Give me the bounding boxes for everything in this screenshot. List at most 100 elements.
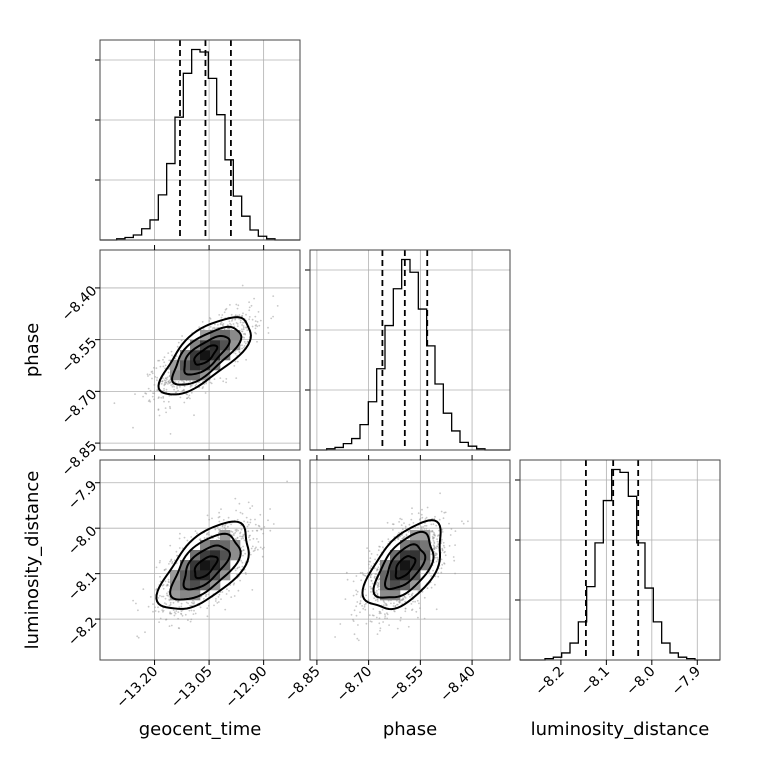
sample-point — [222, 324, 224, 327]
sample-point — [245, 326, 248, 329]
sample-point — [190, 536, 193, 538]
sample-point — [158, 621, 161, 623]
density-cell — [400, 550, 411, 561]
sample-point — [467, 520, 469, 523]
sample-point — [190, 618, 193, 621]
sample-point — [163, 383, 166, 386]
sample-point — [233, 532, 235, 535]
sample-point — [432, 569, 434, 572]
sample-point — [432, 523, 435, 526]
sample-point — [426, 587, 429, 590]
scatter-panel-geocent_time-phase — [99, 249, 301, 451]
sample-point — [376, 598, 379, 600]
density-cell — [400, 560, 411, 571]
sample-point — [149, 389, 152, 392]
sample-point — [426, 506, 429, 509]
density-cell — [180, 590, 191, 601]
sample-point — [205, 382, 208, 385]
sample-point — [153, 366, 155, 369]
density-cell — [230, 550, 241, 561]
sample-point — [243, 539, 246, 542]
sample-point — [193, 601, 196, 603]
sample-point — [235, 322, 238, 324]
y-tick-label-phase-1: −8.70 — [59, 386, 101, 428]
sample-point — [409, 595, 411, 598]
sample-point — [221, 314, 224, 316]
sample-point — [238, 318, 241, 320]
sample-point — [364, 575, 367, 577]
sample-point — [188, 609, 191, 612]
sample-point — [450, 528, 453, 530]
sample-point — [256, 320, 259, 323]
sample-point — [229, 322, 232, 325]
sample-point — [162, 365, 165, 368]
sample-point — [149, 400, 152, 403]
sample-point — [421, 516, 424, 519]
sample-point — [339, 623, 342, 625]
sample-point — [412, 600, 414, 603]
sample-point — [434, 554, 437, 556]
sample-point — [374, 573, 377, 575]
sample-point — [444, 554, 447, 557]
sample-point — [443, 511, 446, 514]
sample-point — [392, 605, 395, 607]
density-cell — [170, 590, 181, 601]
sample-point — [177, 389, 180, 392]
sample-point — [286, 480, 288, 483]
sample-point — [247, 523, 250, 526]
sample-point — [162, 587, 165, 590]
sample-point — [221, 525, 224, 528]
sample-point — [242, 554, 244, 557]
sample-point — [239, 319, 242, 322]
sample-point — [401, 537, 404, 540]
sample-point — [155, 367, 158, 370]
sample-point — [158, 359, 161, 362]
sample-point — [206, 532, 209, 535]
sample-point — [228, 320, 231, 323]
contour-level-1 — [182, 544, 232, 591]
sample-point — [386, 613, 389, 616]
histogram-step-phase — [310, 258, 510, 451]
sample-point — [359, 602, 362, 605]
sample-point — [182, 389, 185, 392]
panel-frame — [309, 249, 511, 451]
sample-point — [169, 544, 172, 547]
contour-level-1 — [383, 543, 427, 591]
sample-point — [434, 515, 436, 518]
sample-point — [259, 546, 262, 549]
sample-point — [461, 520, 463, 523]
sample-point — [411, 513, 413, 515]
sample-point — [257, 311, 260, 313]
sample-point — [421, 508, 423, 511]
sample-point — [186, 539, 189, 542]
sample-point — [272, 315, 274, 318]
density-cell — [180, 350, 191, 361]
sample-point — [442, 517, 445, 520]
sample-point — [434, 552, 437, 555]
sample-point — [452, 556, 455, 558]
sample-point — [361, 572, 364, 574]
sample-point — [378, 622, 381, 625]
sample-point — [157, 606, 159, 609]
sample-point — [251, 325, 254, 328]
density-cell — [200, 540, 211, 551]
sample-point — [334, 636, 336, 638]
sample-point — [350, 613, 353, 616]
sample-point — [249, 507, 252, 510]
sample-point — [449, 534, 452, 536]
sample-point — [244, 332, 246, 335]
sample-point — [218, 515, 221, 518]
sample-point — [251, 530, 254, 532]
sample-point — [242, 328, 245, 331]
sample-point — [398, 521, 400, 523]
sample-point — [185, 601, 188, 604]
sample-point — [240, 537, 243, 540]
sample-point — [369, 560, 372, 563]
sample-point — [443, 562, 445, 564]
sample-point — [242, 312, 244, 315]
sample-point — [189, 384, 192, 387]
density-cell — [230, 540, 241, 551]
sample-point — [162, 358, 164, 361]
sample-point — [259, 319, 262, 322]
sample-point — [183, 401, 186, 404]
